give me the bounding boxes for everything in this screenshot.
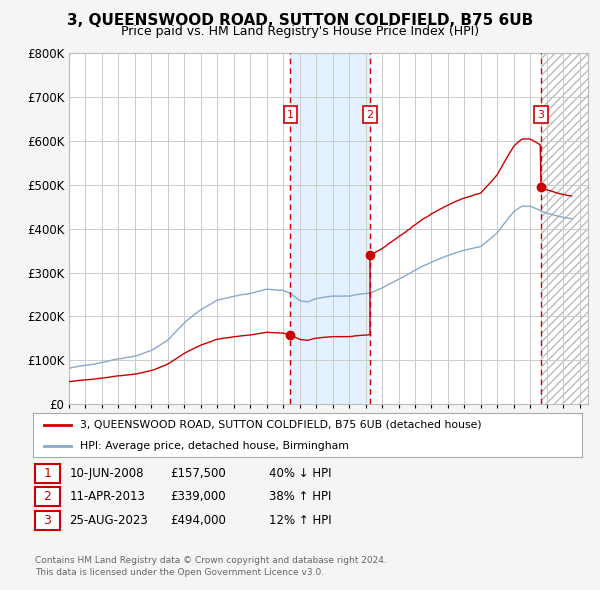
- Text: £494,000: £494,000: [170, 514, 226, 527]
- Text: 12% ↑ HPI: 12% ↑ HPI: [269, 514, 331, 527]
- Text: 40% ↓ HPI: 40% ↓ HPI: [269, 467, 331, 480]
- Text: £339,000: £339,000: [170, 490, 226, 503]
- Text: £157,500: £157,500: [170, 467, 226, 480]
- Text: Price paid vs. HM Land Registry's House Price Index (HPI): Price paid vs. HM Land Registry's House …: [121, 25, 479, 38]
- Text: 3, QUEENSWOOD ROAD, SUTTON COLDFIELD, B75 6UB: 3, QUEENSWOOD ROAD, SUTTON COLDFIELD, B7…: [67, 13, 533, 28]
- Text: 3: 3: [43, 514, 52, 527]
- Bar: [541, 53, 588, 404]
- Text: Contains HM Land Registry data © Crown copyright and database right 2024.: Contains HM Land Registry data © Crown c…: [35, 556, 386, 565]
- Text: 1: 1: [287, 110, 294, 120]
- Text: HPI: Average price, detached house, Birmingham: HPI: Average price, detached house, Birm…: [80, 441, 349, 451]
- Text: 11-APR-2013: 11-APR-2013: [70, 490, 145, 503]
- Text: 3: 3: [538, 110, 545, 120]
- Bar: [541, 53, 588, 404]
- Text: 10-JUN-2008: 10-JUN-2008: [70, 467, 144, 480]
- Text: 1: 1: [43, 467, 52, 480]
- Text: 38% ↑ HPI: 38% ↑ HPI: [269, 490, 331, 503]
- Text: This data is licensed under the Open Government Licence v3.0.: This data is licensed under the Open Gov…: [35, 568, 324, 577]
- Text: 3, QUEENSWOOD ROAD, SUTTON COLDFIELD, B75 6UB (detached house): 3, QUEENSWOOD ROAD, SUTTON COLDFIELD, B7…: [80, 420, 481, 430]
- Text: 25-AUG-2023: 25-AUG-2023: [70, 514, 148, 527]
- Bar: [290, 53, 370, 404]
- Text: 2: 2: [367, 110, 374, 120]
- Text: 2: 2: [43, 490, 52, 503]
